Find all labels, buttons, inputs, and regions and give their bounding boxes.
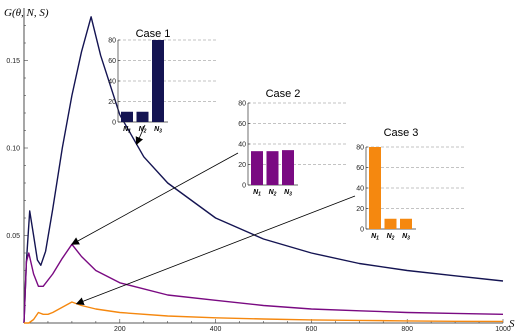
series-layer [23, 16, 504, 324]
inset-category-label: N3 [402, 233, 410, 242]
x-tick-label: 400 [210, 326, 222, 333]
inset-bar [251, 151, 263, 185]
arrows-layer [71, 124, 356, 305]
inset-y-tick-label: 60 [356, 165, 364, 172]
inset-bar [400, 218, 412, 229]
inset-title: Case 3 [384, 127, 419, 139]
inset-y-tick-label: 60 [238, 121, 246, 128]
inset-y-tick-label: 0 [360, 227, 364, 234]
x-tick-label: 800 [401, 326, 413, 333]
inset-category-label: N3 [284, 189, 292, 198]
inset-y-tick-label: 20 [356, 206, 364, 213]
y-tick-label: 0.05 [6, 233, 20, 240]
inset-case-2: Case 2 0 20 40 60 80 N1 N2 N3 [238, 88, 348, 198]
x-tick-label: 1000 [495, 326, 511, 333]
series-line-3 [24, 301, 504, 324]
inset-category-label: N1 [123, 126, 131, 135]
y-axis-title: G(θ, N, S) [4, 7, 49, 19]
x-tick-label: 200 [114, 326, 126, 333]
inset-bar [121, 111, 133, 122]
inset-case-3: Case 3 0 20 40 60 80 N1 N2 N3 [356, 127, 466, 242]
inset-bar [384, 218, 397, 229]
inset-y-tick-label: 80 [108, 38, 116, 45]
inset-category-label: N2 [139, 126, 147, 135]
inset-category-label: N1 [253, 189, 261, 198]
inset-y-tick-label: 0 [112, 120, 116, 127]
inset-y-tick-label: 0 [242, 183, 246, 190]
inset-y-tick-label: 40 [356, 186, 364, 193]
inset-bar [282, 150, 294, 185]
arrow-case-1 [135, 124, 146, 146]
inset-y-tick-label: 40 [108, 79, 116, 86]
x-axis-title: S [509, 318, 515, 330]
series-line-2 [23, 243, 504, 324]
y-tick-label: 0.10 [6, 146, 20, 153]
inset-bar [136, 111, 149, 122]
inset-bar [266, 151, 279, 185]
inset-title: Case 2 [266, 88, 301, 100]
inset-title: Case 1 [136, 28, 171, 40]
inset-y-tick-label: 20 [108, 99, 116, 106]
inset-bar [152, 40, 164, 122]
inset-category-label: N2 [269, 189, 277, 198]
inset-category-label: N1 [371, 233, 379, 242]
x-tick-label: 600 [306, 326, 318, 333]
inset-y-tick-label: 40 [238, 142, 246, 149]
inset-category-label: N2 [387, 233, 395, 242]
inset-y-tick-label: 20 [238, 162, 246, 169]
y-tick-label: 0.15 [6, 58, 20, 65]
arrow-case-3 [75, 195, 356, 305]
inset-bar [369, 147, 381, 229]
inset-y-tick-label: 80 [356, 145, 364, 152]
inset-y-tick-label: 60 [108, 58, 116, 65]
inset-case-1: Case 1 0 20 40 60 80 N1 N2 N3 [108, 28, 218, 135]
series-line-1 [23, 16, 504, 324]
insets-layer: Case 1 0 20 40 60 80 N1 N2 N3 Case 2 0 20 40 60 80 N1 N2… [108, 28, 466, 242]
inset-category-label: N3 [154, 126, 162, 135]
inset-y-tick-label: 80 [238, 101, 246, 108]
arrow-case-2 [71, 152, 239, 245]
